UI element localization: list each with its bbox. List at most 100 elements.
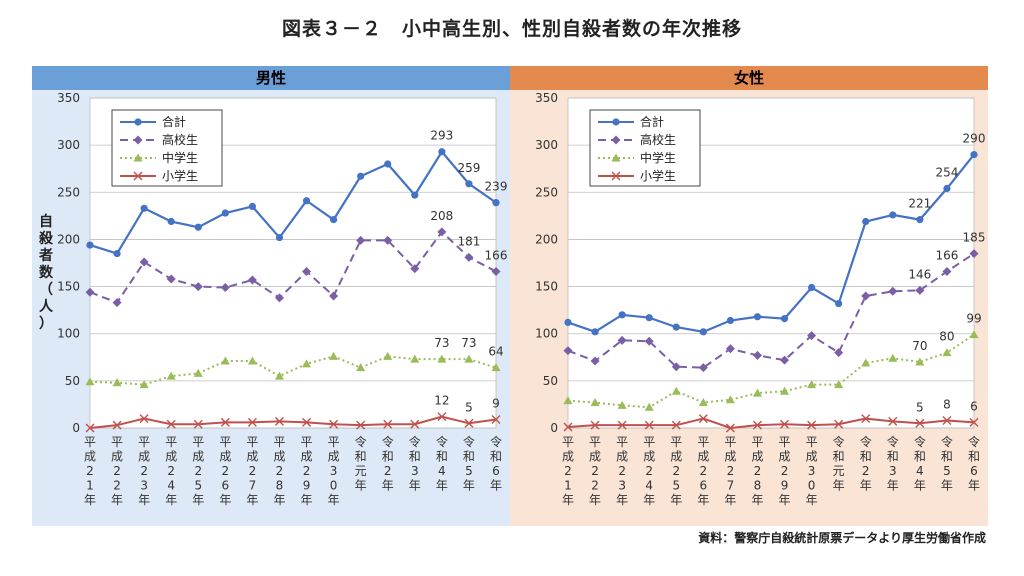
male-line-high-school <box>89 230 497 304</box>
female-point-elementary <box>888 416 898 426</box>
male-y-tick-label: 150 <box>57 280 80 294</box>
female-point-total <box>862 217 870 226</box>
source-note: 資料：警察庁自殺統計原票データより厚生労働省作成 <box>698 531 986 545</box>
female-y-tick-label: 250 <box>535 185 558 199</box>
female-x-tick-label: 令和元年 <box>833 434 845 493</box>
female-x-tick-label: 令和 4 年 <box>914 434 926 493</box>
female-point-elementary <box>698 414 708 424</box>
male-data-label: 73 <box>434 336 449 350</box>
female-point-elementary-b <box>915 418 925 428</box>
female-legend-marker-elementary <box>611 171 621 181</box>
male-point-middle-school <box>383 351 393 360</box>
female-point-elementary <box>752 420 762 430</box>
female-x-tick-label: 平成 2 1 年 <box>562 435 574 507</box>
male-point-elementary-b <box>383 419 393 429</box>
male-point-total <box>384 160 392 168</box>
male-data-label: 181 <box>457 234 480 248</box>
male-point-total <box>194 223 202 231</box>
female-point-elementary <box>942 415 952 425</box>
male-point-elementary-b <box>302 417 312 427</box>
female-x-tick-label: 令和 5 年 <box>941 434 953 493</box>
male-x-tick-label: 平成 3 0 年 <box>328 435 340 507</box>
female-point-elementary-b <box>942 415 952 425</box>
male-point-total <box>438 148 446 156</box>
male-x-tick-label: 令和 3 年 <box>409 434 421 493</box>
female-point-elementary-b <box>752 420 762 430</box>
male-point-middle-school <box>274 371 284 380</box>
female-data-label: 70 <box>912 339 927 353</box>
male-point-total <box>492 199 500 207</box>
male-point-high-school <box>383 235 393 245</box>
female-data-label: 5 <box>916 400 924 414</box>
male-point-total <box>86 241 94 249</box>
female-y-tick-label: 350 <box>535 91 558 105</box>
female-point-high-school <box>834 348 844 358</box>
female-legend-label-high-school: 高校生 <box>640 132 676 147</box>
male-point-elementary <box>437 412 447 422</box>
male-point-high-school <box>356 235 366 245</box>
male-point-high-school <box>437 227 447 237</box>
male-point-high-school <box>410 264 420 274</box>
male-x-tick-label: 平成 2 8 年 <box>273 435 285 507</box>
male-point-high-school <box>112 298 122 308</box>
female-x-tick-label: 令和 3 年 <box>887 434 899 493</box>
male-x-tick-label: 平成 2 4 年 <box>165 435 177 507</box>
male-point-high-school <box>274 293 284 303</box>
female-point-elementary <box>861 414 871 424</box>
female-point-middle-school <box>644 402 654 411</box>
male-point-total <box>113 249 121 258</box>
female-point-middle-school <box>807 380 817 389</box>
male-point-high-school <box>491 266 501 276</box>
female-point-elementary <box>915 418 925 428</box>
male-point-elementary-b <box>356 420 366 430</box>
female-x-tick-label: 平成 2 6 年 <box>697 435 709 507</box>
female-point-high-school <box>780 355 790 365</box>
male-legend-label-elementary: 小学生 <box>162 168 198 183</box>
female-line-elementary <box>567 417 975 430</box>
male-point-elementary <box>329 419 339 429</box>
male-x-tick-label: 平成 2 5 年 <box>192 435 204 507</box>
male-point-high-school <box>85 287 95 297</box>
female-point-high-school <box>671 362 681 372</box>
female-point-middle-school <box>617 400 627 409</box>
female-point-high-school <box>698 363 708 373</box>
female-x-tick-label: 平成 2 9 年 <box>779 435 791 507</box>
male-point-elementary-b <box>464 418 474 428</box>
male-data-label: 5 <box>465 400 473 414</box>
female-y-tick-label: 100 <box>535 327 558 341</box>
female-legend-marker-elementary-b <box>611 171 621 181</box>
male-y-tick-label: 0 <box>72 421 80 435</box>
male-data-label: 293 <box>430 129 453 143</box>
female-point-high-school <box>888 286 898 296</box>
male-data-label: 208 <box>430 209 453 223</box>
male-point-total <box>357 172 365 180</box>
female-point-total <box>753 313 762 321</box>
female-legend-label-middle-school: 中学生 <box>640 150 676 165</box>
male-point-total <box>302 197 311 205</box>
female-point-total <box>645 314 653 322</box>
female-point-total <box>564 318 572 326</box>
female-point-elementary-b <box>617 420 627 430</box>
male-point-total <box>411 191 419 199</box>
female-legend-marker-middle-school <box>611 153 621 162</box>
male-point-elementary <box>356 420 366 430</box>
female-point-elementary <box>725 423 735 433</box>
female-y-tick-label: 300 <box>535 138 558 152</box>
female-legend-marker-high-school <box>611 135 621 145</box>
male-point-high-school <box>464 252 474 262</box>
female-point-high-school <box>725 344 735 354</box>
male-series-total <box>86 148 500 258</box>
female-y-tick-label: 150 <box>535 280 558 294</box>
female-point-elementary <box>617 420 627 430</box>
male-x-tick-label: 令和 6 年 <box>490 434 502 493</box>
female-x-tick-label: 平成 2 3 年 <box>616 435 628 507</box>
male-y-tick-label: 50 <box>65 374 80 388</box>
male-data-label: 64 <box>488 345 503 359</box>
male-point-total <box>167 217 175 226</box>
male-x-tick-label: 令和 2 年 <box>382 434 394 493</box>
male-x-tick-label: 令和 5 年 <box>463 434 475 493</box>
male-point-elementary-b <box>112 420 122 430</box>
female-point-high-school <box>563 346 573 356</box>
